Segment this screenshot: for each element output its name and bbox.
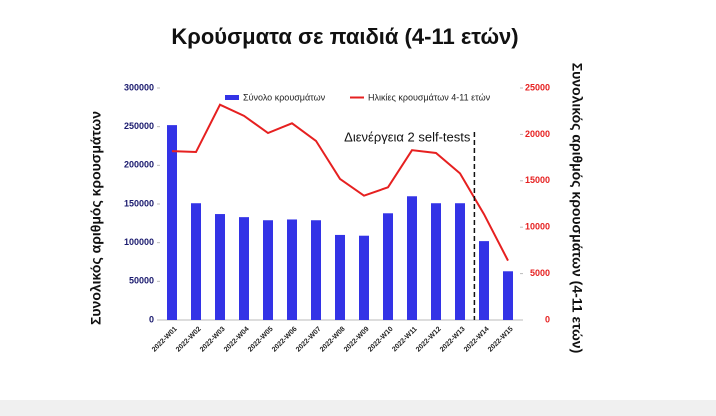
bar [359,235,369,320]
x-tick-label: 2022-W10 [367,326,395,354]
bar [503,271,513,320]
y-tick-label: 300000 [124,82,154,92]
y-tick-label: 150000 [124,198,154,208]
legend-swatch [225,95,239,100]
y2-tick-label: 10000 [525,222,550,232]
y2-tick-label: 5000 [530,268,550,278]
y-axis-label: Συνολικός αριθμός κρουσμάτων [88,111,104,325]
bar [383,213,393,320]
bar [407,196,417,320]
bar [263,220,273,320]
bar [191,203,201,320]
y-tick-label: 50000 [129,276,154,286]
y-tick-label: 250000 [124,121,154,131]
bar [239,217,249,320]
bar [455,203,465,320]
bottom-strip [0,400,716,416]
bar [479,241,489,320]
bar [335,234,345,320]
y-tick-label: 0 [149,314,154,324]
legend-label: Ηλικίες κρουσμάτων 4-11 ετών [368,92,491,102]
y-tick-label: 100000 [124,237,154,247]
chart-title: Κρούσματα σε παιδιά (4-11 ετών) [171,24,518,49]
legend-label: Σύνολο κρουσμάτων [243,92,326,102]
x-tick-label: 2022-W15 [487,326,515,354]
y2-axis-label: Συνολικός αριθμός κρουσμάτων (4-11 ετών) [569,63,585,354]
y2-tick-label: 15000 [525,175,550,185]
y-tick-label: 200000 [124,160,154,170]
bar [215,214,225,320]
bar [431,203,441,320]
annotation-text: Διενέργεια 2 self-tests [344,129,471,144]
y2-tick-label: 20000 [525,129,550,139]
y2-tick-label: 25000 [525,82,550,92]
line [171,103,509,262]
bar [167,125,177,321]
bar [287,219,297,320]
y2-tick-label: 0 [545,314,550,324]
bar [311,220,321,320]
